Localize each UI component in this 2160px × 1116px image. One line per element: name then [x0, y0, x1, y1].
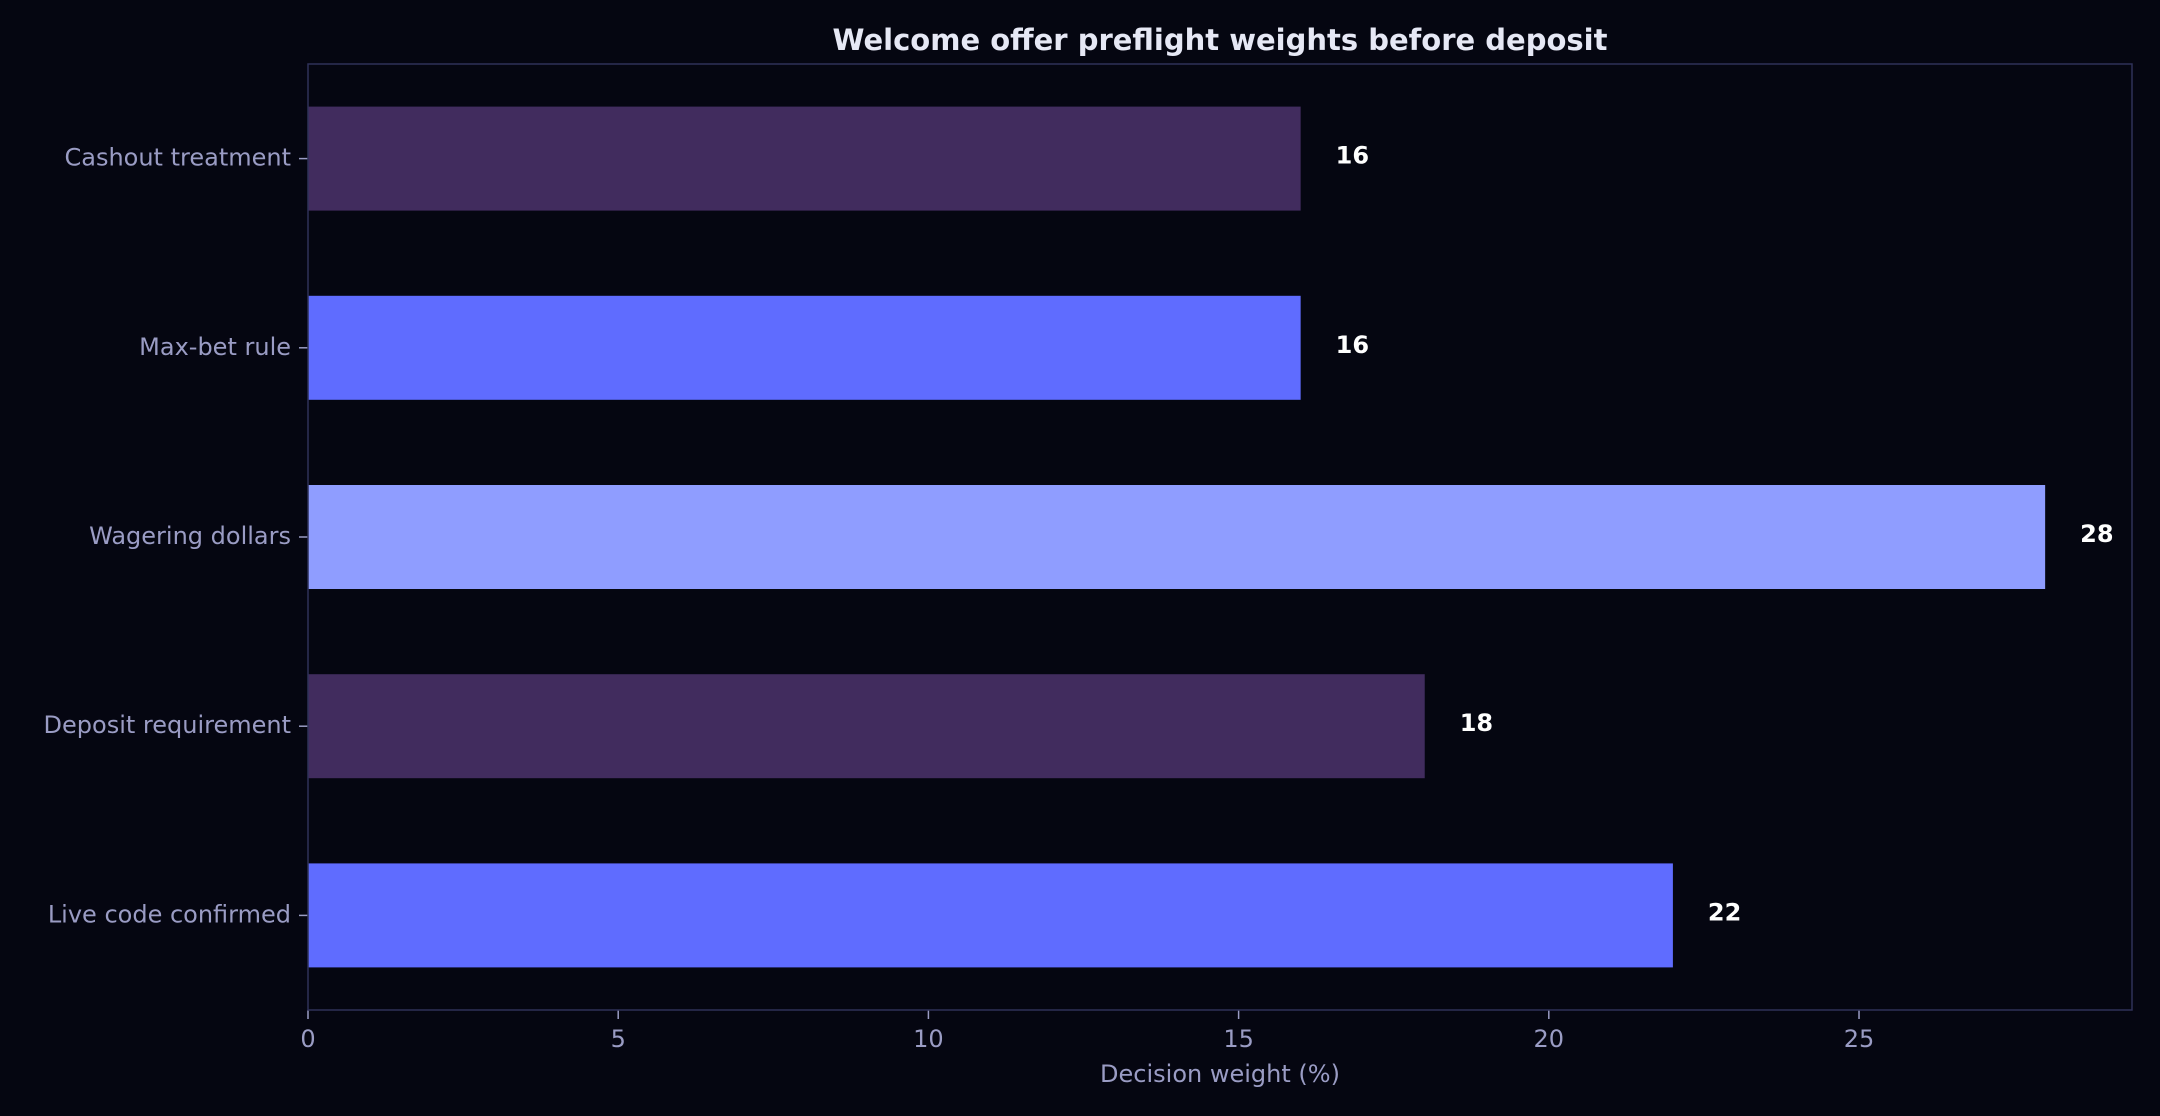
bars-layer [308, 106, 2046, 968]
bar-value-label-1: 16 [1336, 331, 1369, 359]
y-tick-label-0: Cashout treatment [64, 144, 291, 172]
bar-value-label-4: 22 [1708, 898, 1741, 926]
y-axis: Cashout treatment Max-bet rule Wagering do… [44, 144, 308, 928]
bar-1 [308, 295, 1301, 400]
bar-value-label-2: 28 [2080, 520, 2113, 548]
x-axis-label: Decision weight (%) [1100, 1060, 1340, 1088]
chart-title: Welcome offer preflight weights before d… [833, 23, 1608, 57]
value-labels-layer: 16 16 28 18 22 [1336, 142, 2114, 927]
y-tick-label-1: Max-bet rule [139, 333, 291, 361]
bar-value-label-3: 18 [1460, 709, 1493, 737]
y-tick-label-4: Live code confirmed [48, 900, 291, 928]
x-tick-label-3: 15 [1223, 1025, 1254, 1053]
bar-3 [308, 674, 1425, 779]
x-tick-label-2: 10 [913, 1025, 944, 1053]
x-tick-label-1: 5 [611, 1025, 626, 1053]
bar-value-label-0: 16 [1336, 142, 1369, 170]
y-tick-label-2: Wagering dollars [89, 522, 291, 550]
y-tick-label-3: Deposit requirement [44, 711, 291, 739]
x-tick-label-4: 20 [1534, 1025, 1565, 1053]
bar-0 [308, 106, 1301, 211]
bar-2 [308, 485, 2046, 589]
bar-4 [308, 863, 1673, 968]
x-tick-label-0: 0 [300, 1025, 315, 1053]
x-tick-label-5: 25 [1844, 1025, 1875, 1053]
plot-frame [307, 63, 2133, 1011]
x-axis: 0 5 10 15 20 25 [300, 1010, 1874, 1053]
